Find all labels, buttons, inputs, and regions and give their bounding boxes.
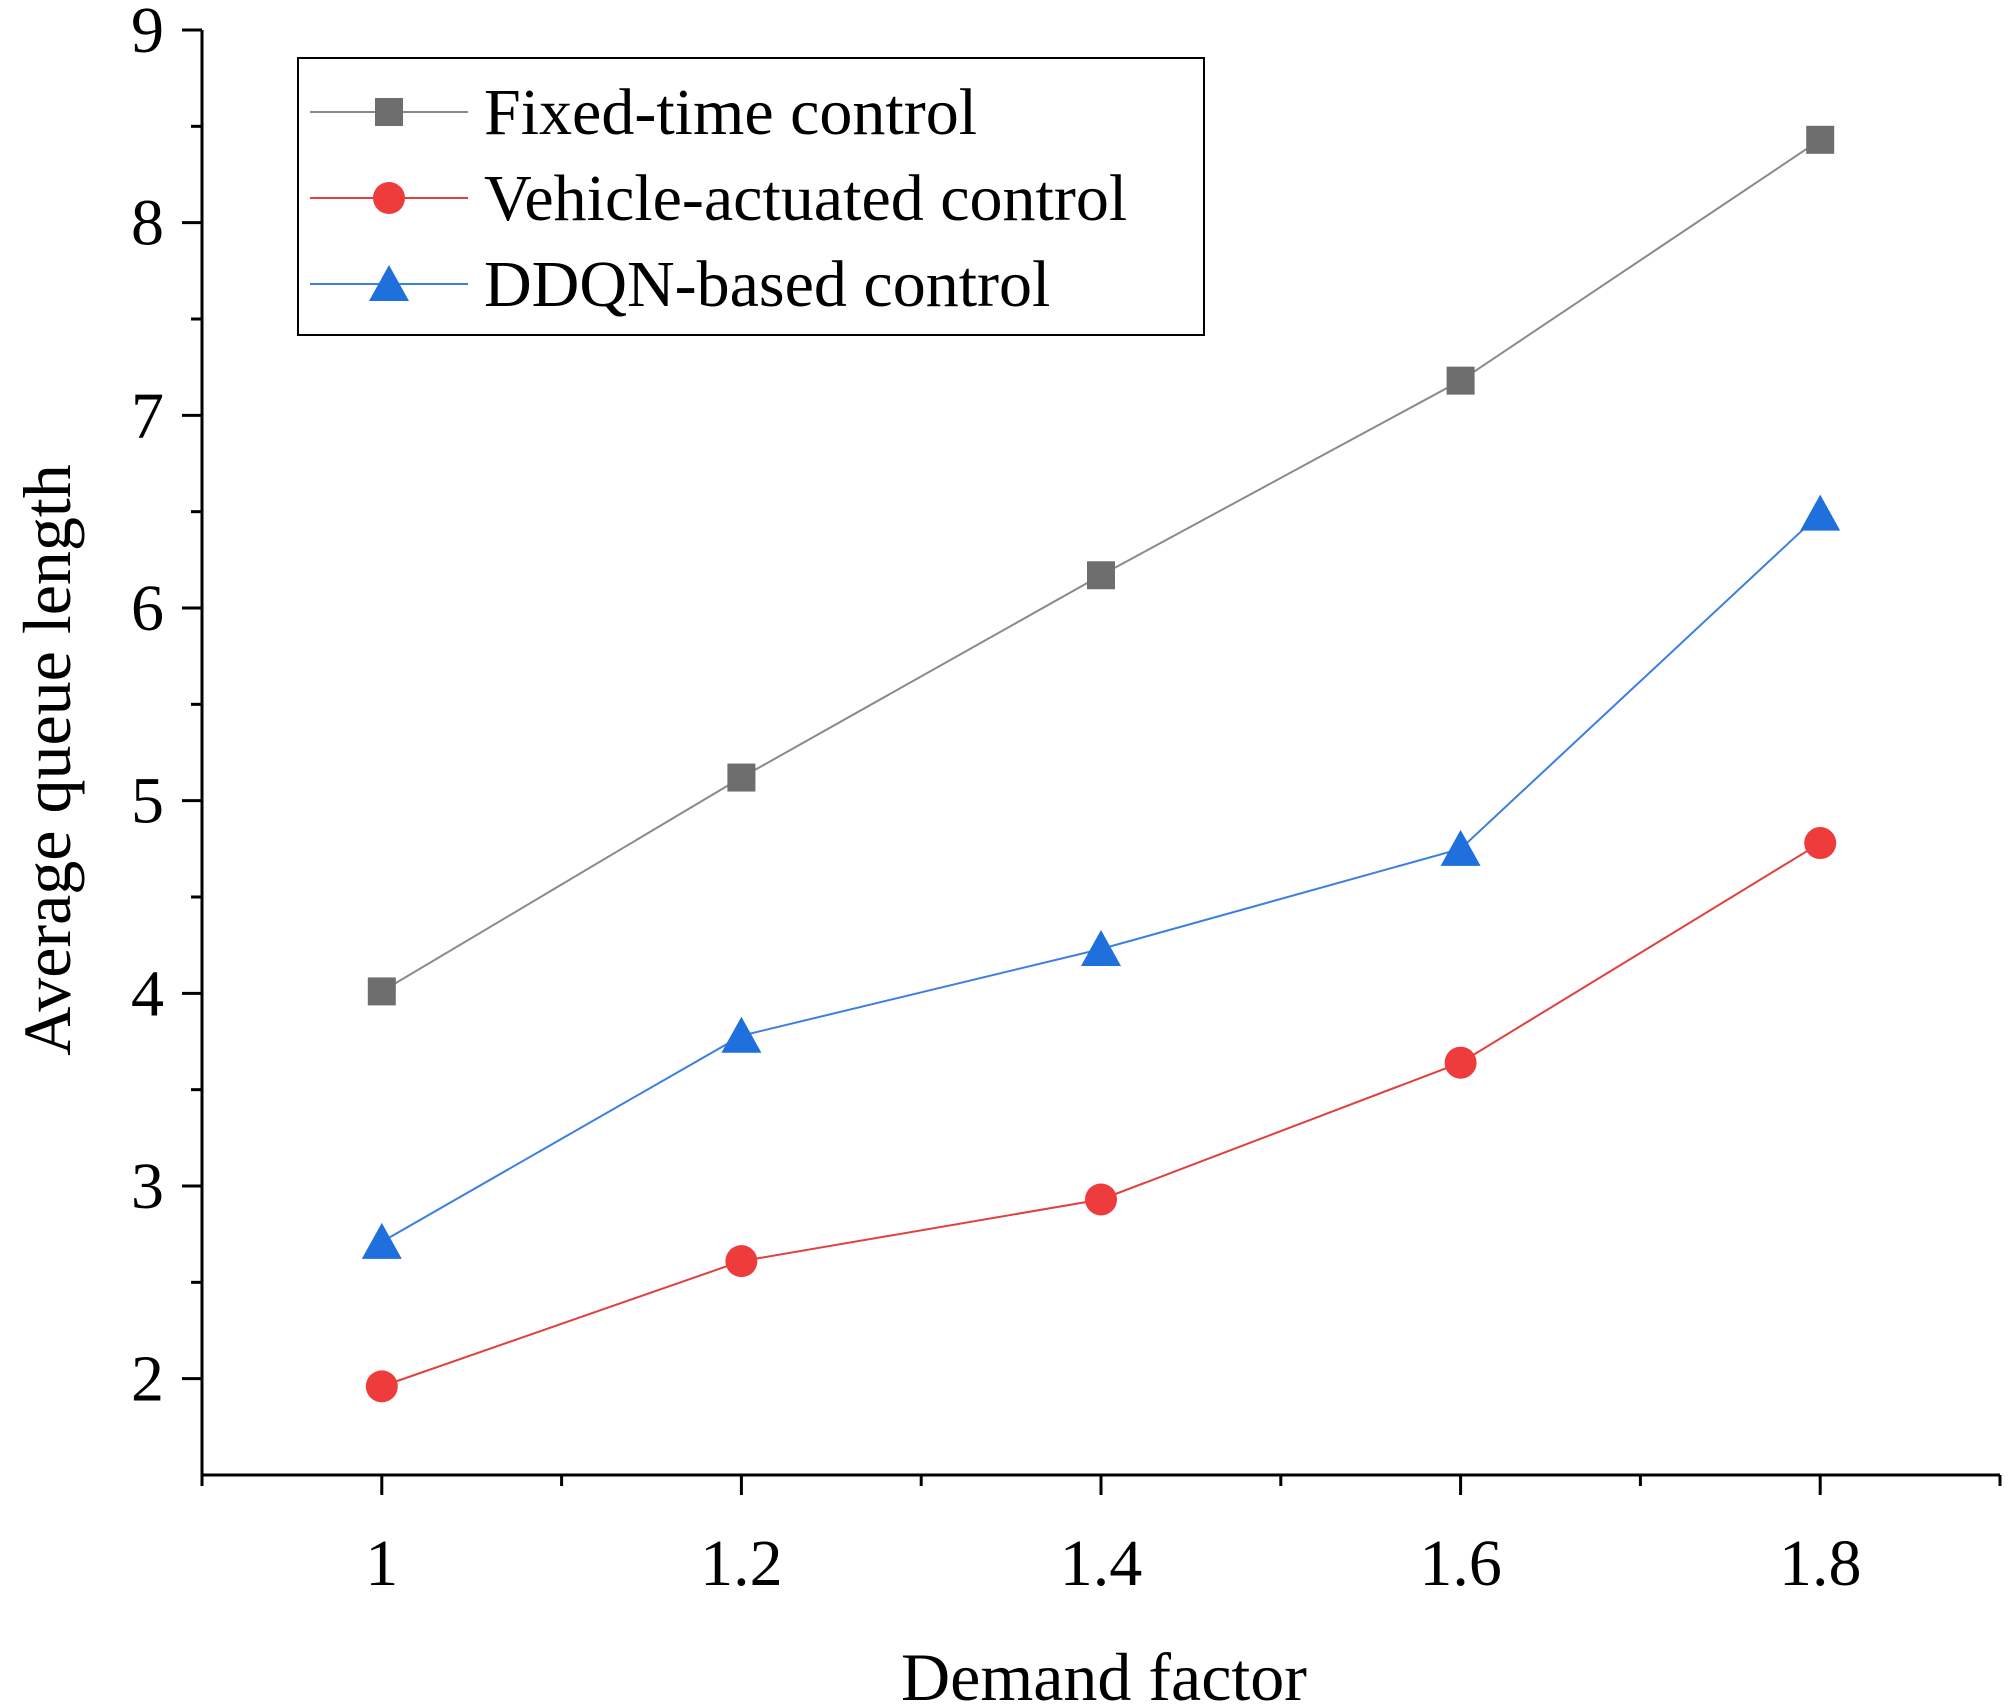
series-circle — [365, 827, 1837, 1403]
y-tick-label: 2 — [131, 1343, 164, 1416]
x-tick-label: 1.4 — [1060, 1527, 1143, 1600]
series-layer — [361, 125, 1841, 1403]
axes: 2 3 4 5 6 7 8 9 1 1.2 1.4 1.6 1.8 — [131, 0, 2002, 1600]
legend-marker — [369, 265, 409, 301]
legend: Fixed-time control Vehicle-actuated contr… — [297, 57, 1205, 336]
legend-label: DDQN-based control — [484, 248, 1050, 321]
y-tick-label: 8 — [131, 187, 164, 260]
data-point — [725, 1245, 758, 1278]
y-tick-label: 9 — [131, 0, 164, 67]
y-tick-label: 4 — [131, 957, 164, 1030]
data-point — [1446, 366, 1475, 395]
legend-marker — [373, 182, 405, 214]
data-point — [1800, 494, 1841, 531]
x-tick-label: 1 — [365, 1527, 398, 1600]
data-point — [1440, 829, 1481, 866]
legend-box — [297, 57, 1205, 336]
x-tick-label: 1.6 — [1419, 1527, 1502, 1600]
y-tick-label: 5 — [131, 765, 164, 838]
series-triangle — [361, 494, 1841, 1259]
data-point — [1085, 1183, 1117, 1216]
x-tick-label: 1.2 — [700, 1527, 783, 1600]
y-axis-title: Average queue length — [9, 464, 85, 1056]
data-point — [1806, 125, 1835, 154]
data-point — [1804, 827, 1837, 860]
y-tick-label: 6 — [131, 572, 164, 645]
x-axis-title: Demand factor — [901, 1639, 1307, 1704]
data-point — [1081, 930, 1121, 967]
data-point — [1444, 1046, 1477, 1079]
x-tick-label: 1.8 — [1779, 1527, 1862, 1600]
series-line — [381, 842, 1821, 1388]
legend-marker — [375, 98, 403, 126]
data-point — [1087, 561, 1115, 590]
data-point — [367, 977, 396, 1006]
data-point — [721, 1016, 762, 1053]
y-tick-label: 3 — [131, 1150, 164, 1223]
legend-label: Fixed-time control — [484, 76, 977, 149]
y-tick-label: 7 — [131, 379, 164, 452]
data-point — [727, 763, 756, 792]
legend-label: Vehicle-actuated control — [484, 162, 1127, 235]
series-line — [381, 512, 1821, 1243]
series-square — [367, 125, 1835, 1006]
data-point — [365, 1370, 398, 1403]
data-point — [361, 1222, 402, 1259]
